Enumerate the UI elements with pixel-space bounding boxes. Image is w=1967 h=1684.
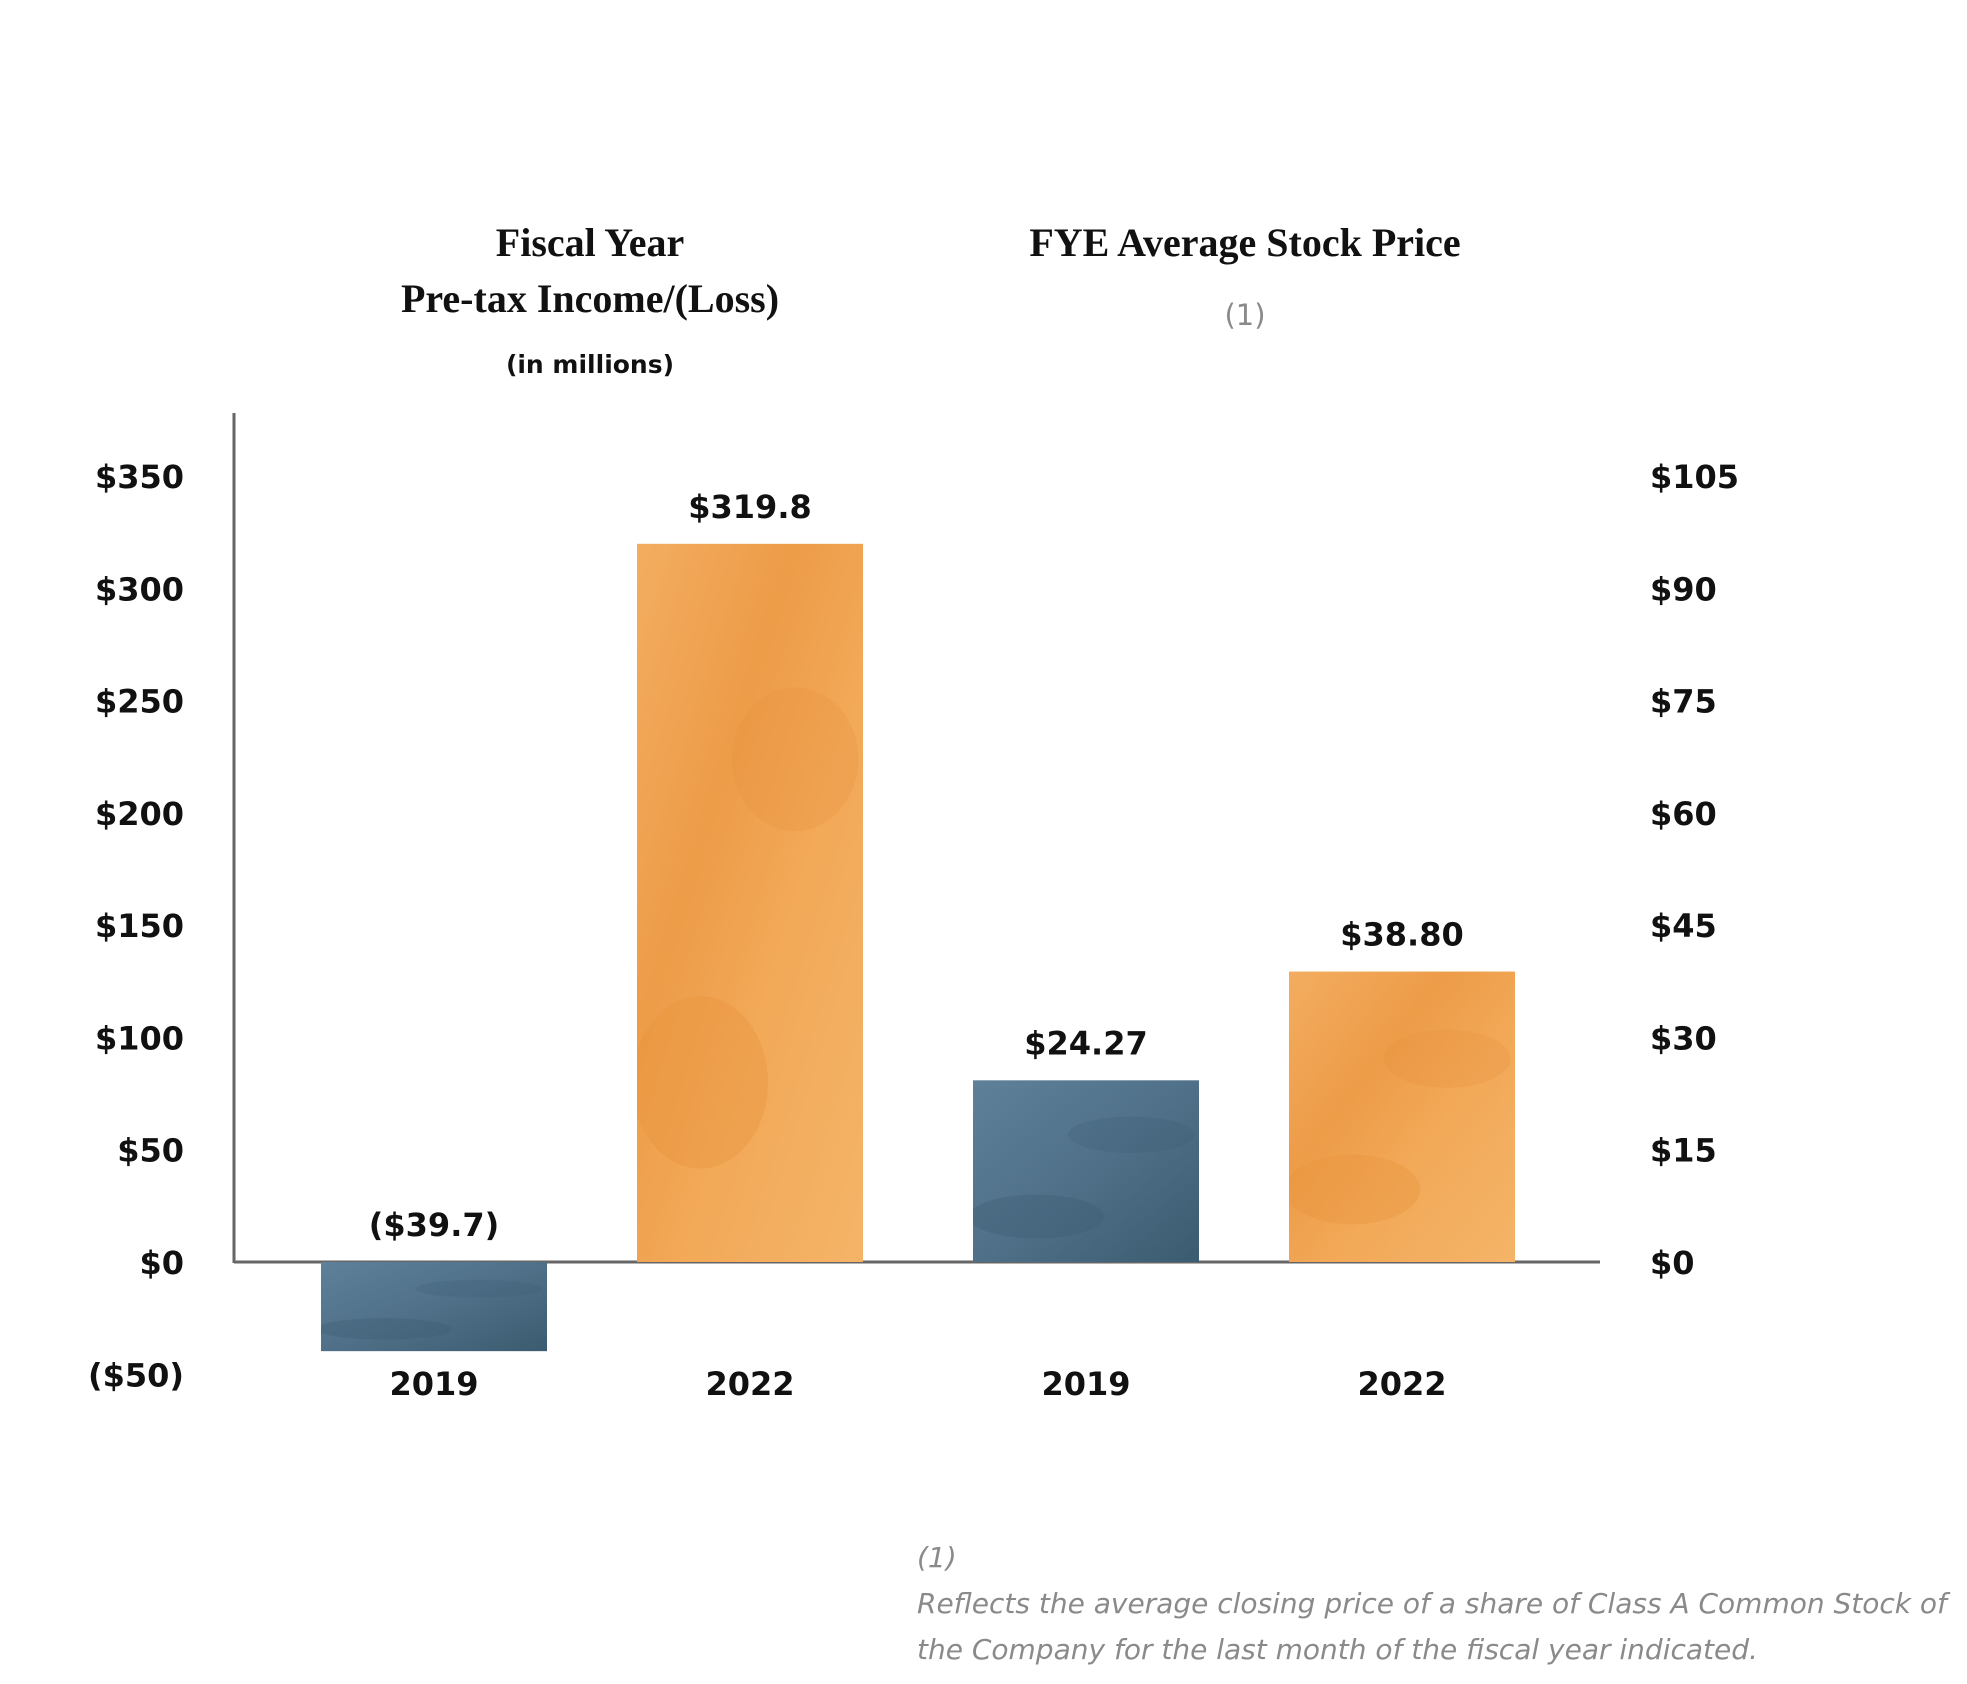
right-y-tick-label: $60	[1650, 795, 1717, 833]
left-title-line2: Pre-tax Income/(Loss)	[400, 276, 780, 321]
bar-texture	[1067, 1116, 1195, 1153]
right-y-tick-label: $15	[1650, 1132, 1717, 1170]
left-y-tick-label: $0	[139, 1244, 184, 1282]
x-category-label: 2019	[389, 1365, 478, 1403]
left-y-tick-label: $200	[95, 795, 184, 833]
bar-texture	[1289, 1154, 1421, 1225]
right-y-tick-label: $45	[1650, 907, 1717, 945]
bar-stock-price-2022	[1289, 971, 1515, 1262]
footnote-ref: (1)	[917, 1541, 957, 1574]
right-y-tick-label: $105	[1650, 458, 1739, 496]
bar-texture	[731, 687, 859, 832]
x-category-label: 2022	[1357, 1365, 1446, 1403]
bar-texture	[1383, 1029, 1511, 1088]
left-y-tick-label: $50	[117, 1132, 184, 1170]
left-title-line1: Fiscal Year	[495, 220, 685, 265]
right-y-tick-label: $0	[1650, 1244, 1695, 1282]
right-y-tick-label: $75	[1650, 683, 1717, 721]
left-y-tick-label: $150	[95, 907, 184, 945]
bar-value-label: $319.8	[688, 488, 811, 526]
bar-texture	[415, 1279, 543, 1298]
bar-value-label: $24.27	[1024, 1024, 1147, 1062]
right-chart-title: FYE Average Stock Price	[1029, 220, 1461, 265]
footnote-line2: the Company for the last month of the fi…	[917, 1633, 1758, 1666]
bar-pretax-income-2022	[637, 543, 863, 1262]
left-y-tick-label: ($50)	[88, 1356, 184, 1394]
left-y-tick-label: $350	[95, 458, 184, 496]
right-y-tick-label: $30	[1650, 1019, 1717, 1057]
right-title-note-ref: (1)	[1224, 298, 1266, 332]
combined-bar-chart: ($50) $0 $50 $100 $150 $200 $250 $300 $350 $0 $15 $…	[88, 413, 1739, 1403]
right-y-tick-label: $90	[1650, 570, 1717, 608]
bar-texture	[973, 1194, 1105, 1239]
left-chart-subtitle: (in millions)	[505, 350, 675, 379]
bar-pretax-income-2019	[321, 1262, 547, 1352]
bar-texture	[321, 1318, 453, 1340]
left-y-tick-label: $250	[95, 683, 184, 721]
bar-value-label: ($39.7)	[369, 1206, 499, 1244]
footnote-line1: Reflects the average closing price of a …	[917, 1587, 1947, 1620]
bar-stock-price-2019	[973, 1080, 1199, 1262]
left-y-tick-label: $300	[95, 570, 184, 608]
bar-texture	[637, 996, 769, 1169]
left-chart-title: Fiscal Year Pre-tax Income/(Loss)	[340, 215, 840, 327]
bar-value-label: $38.80	[1340, 916, 1463, 954]
left-y-tick-label: $100	[95, 1019, 184, 1057]
x-category-label: 2019	[1041, 1365, 1130, 1403]
footnote: (1) Reflects the average closing price o…	[917, 1535, 1957, 1673]
x-category-label: 2022	[705, 1365, 794, 1403]
